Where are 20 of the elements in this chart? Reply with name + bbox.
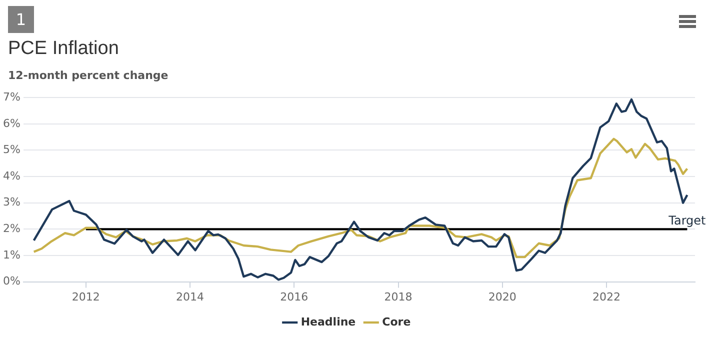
y-tick-label: 0% [3, 274, 20, 288]
x-tick-label: 2016 [280, 290, 308, 304]
y-tick-label: 3% [3, 196, 20, 209]
x-tick-label: 2020 [488, 290, 516, 304]
chart-title: PCE Inflation [8, 38, 119, 60]
legend-label: Core [382, 315, 411, 328]
x-tick-label: 2018 [384, 290, 412, 304]
y-tick-label: 1% [3, 248, 20, 262]
legend-label: Headline [300, 315, 356, 328]
y-tick-label: 2% [3, 222, 20, 236]
y-tick-label: 5% [3, 143, 20, 156]
y-tick-label: 7% [3, 90, 20, 104]
y-tick-label: 6% [3, 116, 20, 130]
x-tick-label: 2022 [592, 290, 620, 304]
text: 1 [8, 6, 34, 33]
x-tick-label: 2012 [72, 290, 100, 304]
chart-subtitle: 12-month percent change [8, 69, 168, 82]
x-tick-label: 2014 [176, 290, 204, 304]
y-tick-label: 4% [3, 169, 20, 182]
annotation: Target [668, 213, 706, 228]
